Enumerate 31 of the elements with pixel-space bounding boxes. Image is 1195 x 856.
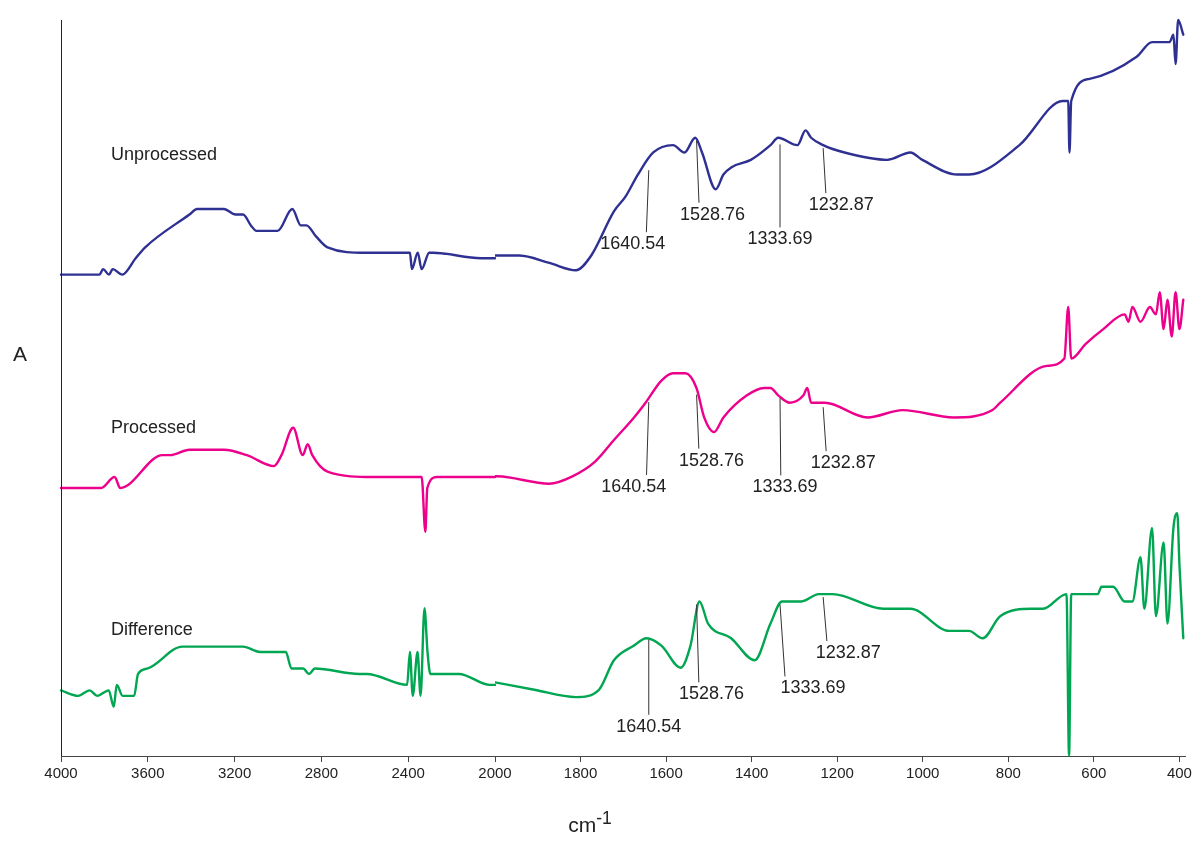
annotation: 1528.76 [680,203,746,224]
x-tick-label: 2000 [478,764,512,782]
annotation: 1528.76 [679,449,745,470]
x-axis-title: cm$^{-1}$ [568,808,612,837]
text: Unprocessed [111,143,218,164]
x-tick-label: 1400 [734,764,769,782]
x-tick-label: 4000 [44,764,78,782]
annotation: 1333.69 [780,677,846,698]
annotation: 1232.87 [810,452,876,473]
annotation: 1333.69 [752,476,818,497]
x-tick-label: 600 [1081,764,1107,782]
annotation: 1232.87 [808,194,874,215]
annotation: 1640.54 [601,476,667,497]
series-label: Processed [111,416,197,437]
y-axis-title: A [13,341,28,365]
annotation: 1640.54 [616,715,682,736]
x-tick-label: 1200 [820,764,854,782]
annotation: 1333.69 [747,228,813,249]
x-tick-label: 3600 [131,764,165,782]
x-tick-label: 800 [995,764,1021,782]
x-tick-label: 1600 [649,764,683,782]
x-tick-label: 1800 [563,764,598,782]
x-tick-label: 3200 [217,764,252,782]
x-tick-label: 400 [1166,764,1192,782]
x-tick-label: 2800 [304,764,339,782]
x-tick-label: 1000 [906,764,940,782]
series-label: Difference [111,619,193,640]
annotation: 1640.54 [600,233,666,254]
annotation: 1232.87 [815,642,881,663]
x-tick-label: 2400 [391,764,425,782]
annotation: 1528.76 [679,683,745,704]
